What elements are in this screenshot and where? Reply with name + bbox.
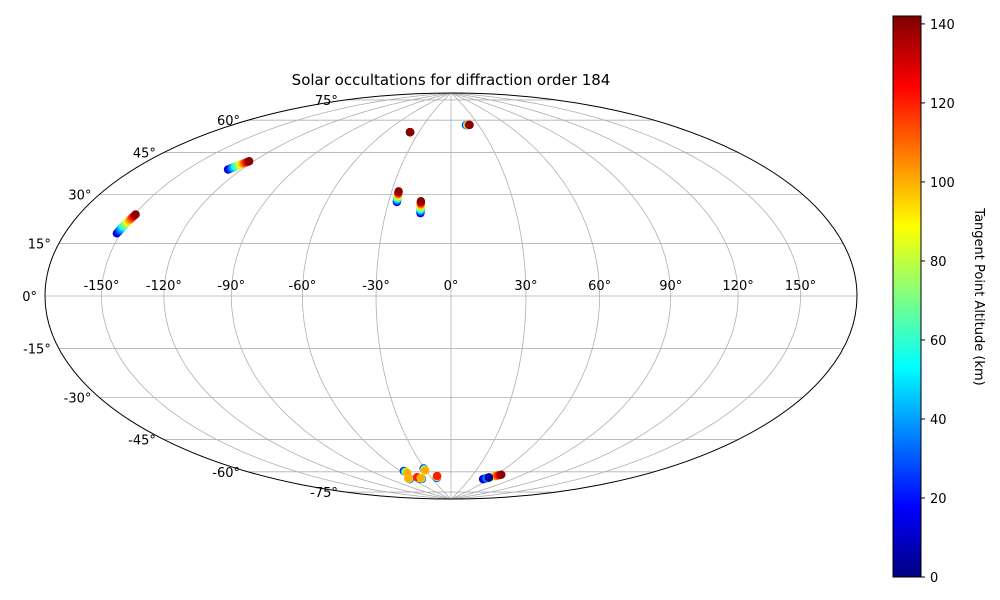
colorbar-tick-label: 100 [930, 176, 955, 191]
colorbar-tick-label: 140 [930, 18, 955, 33]
colorbar-gradient [892, 15, 922, 578]
occultation-points [112, 120, 506, 484]
occultation-point [131, 210, 140, 219]
latitude-tick-label: -15° [23, 343, 51, 358]
longitude-tick-label: -90° [217, 279, 245, 294]
longitude-tick-label: -120° [146, 279, 182, 294]
colorbar-tick-label: 40 [930, 413, 947, 428]
longitude-tick-label: 150° [785, 279, 816, 294]
longitude-tick-label: 120° [722, 279, 753, 294]
latitude-tick-label: 60° [217, 114, 240, 129]
map-grid [45, 93, 857, 499]
colorbar-tick-label: 120 [930, 97, 955, 112]
map-area: -150° -120° -90° -60° -30° 0° 30° 60° 90° 120° 150… [22, 92, 858, 501]
occultation-point [465, 120, 474, 130]
colorbar-tick-label: 60 [930, 334, 947, 349]
latitude-tick-label: 75° [315, 94, 338, 109]
latitude-tick-label: 0° [22, 290, 37, 305]
longitude-tick-label: 30° [514, 279, 537, 294]
occultation-point [394, 187, 403, 196]
longitude-tick-label: 0° [444, 279, 459, 294]
longitude-tick-label: -30° [362, 279, 390, 294]
colorbar-label: Tangent Point Altitude (km) [971, 207, 986, 385]
latitude-tick-label: -45° [128, 434, 156, 449]
occultation-point [497, 470, 506, 479]
occultation-point [416, 196, 426, 206]
longitude-tick-label: 90° [659, 279, 682, 294]
occultation-point [420, 466, 430, 475]
chart-title: Solar occultations for diffraction order… [292, 71, 611, 89]
colorbar-tick-label: 80 [930, 255, 947, 270]
latitude-tick-label: 30° [68, 189, 91, 204]
occultation-point [416, 473, 425, 483]
longitude-tick-label: -150° [83, 279, 119, 294]
occultation-point [432, 471, 442, 481]
occultation-point [245, 157, 254, 166]
latitude-tick-label: -30° [64, 392, 92, 407]
occultation-point [484, 473, 493, 482]
latitude-tick-label: 15° [28, 237, 51, 252]
occultation-point [403, 468, 412, 478]
colorbar-ticks: 0 20 40 60 80 100 120 140 [921, 18, 955, 586]
colorbar-tick-label: 20 [930, 492, 947, 507]
longitude-tick-label: -60° [289, 279, 317, 294]
latitude-tick-label: -60° [212, 466, 240, 481]
colorbar-tick-label: 0 [930, 571, 938, 586]
occultation-point [405, 128, 415, 137]
longitude-tick-labels: -150° -120° -90° -60° -30° 0° 30° 60° 90° 120° 150… [83, 279, 816, 294]
latitude-tick-label: 45° [133, 146, 156, 161]
map-frame [44, 92, 858, 500]
longitude-tick-label: 60° [588, 279, 611, 294]
colorbar: 0 20 40 60 80 100 120 140 Tangent Point Altitud… [892, 15, 986, 586]
